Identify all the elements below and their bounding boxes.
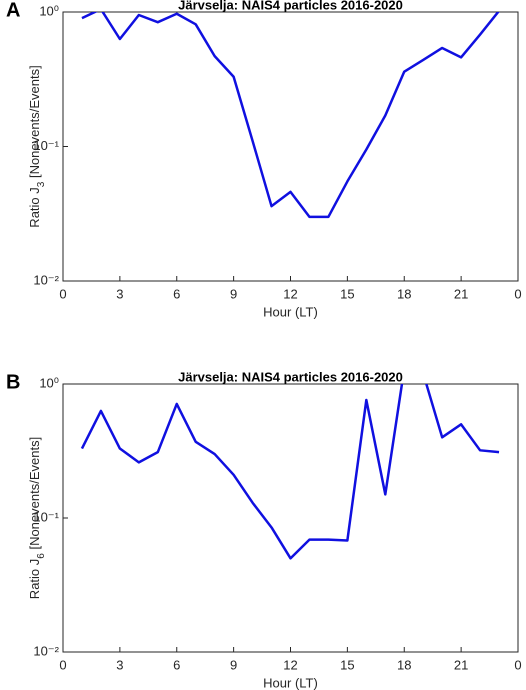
chart-title: Järvselja: NAIS4 particles 2016-2020 (178, 369, 403, 384)
x-tick-label: 15 (340, 657, 354, 672)
x-tick-label: 0 (514, 657, 521, 672)
y-axis-label-part: Ratio J (27, 559, 42, 599)
x-tick-label: 0 (59, 657, 66, 672)
y-axis-label-part: 6 (36, 553, 47, 559)
y-tick-label: 10⁻¹ (33, 509, 59, 524)
x-tick-label: 12 (283, 286, 297, 301)
panel: B Järvselja: NAIS4 particles 2016-2020 0 3 6… (6, 369, 522, 690)
x-axis-label: Hour (LT) (263, 304, 318, 319)
x-tick-label: 18 (397, 657, 411, 672)
x-tick-label: 0 (59, 286, 66, 301)
data-line (80, 384, 500, 560)
x-tick-label: 21 (454, 286, 468, 301)
y-tick-label: 10⁰ (39, 375, 59, 390)
panel-label: B (6, 371, 20, 393)
data-line (81, 12, 500, 219)
panel-label: A (6, 0, 20, 21)
x-tick-label: 0 (514, 286, 521, 301)
x-tick-label: 6 (173, 657, 180, 672)
x-tick-label: 3 (116, 657, 123, 672)
panel: A Järvselja: NAIS4 particles 2016-2020 0 3 6… (6, 0, 522, 319)
x-tick-label: 12 (283, 657, 297, 672)
x-tick-label: 21 (454, 657, 468, 672)
y-axis-label-part: Ratio J (27, 187, 42, 227)
y-tick-label: 10⁻² (33, 643, 59, 658)
y-axis-label-part: 3 (36, 181, 47, 187)
y-axis-label: Ratio J6 [Nonevents/Events] (27, 437, 47, 599)
chart-title: Järvselja: NAIS4 particles 2016-2020 (178, 0, 403, 12)
plot-area (62, 383, 519, 653)
x-tick-label: 6 (173, 286, 180, 301)
y-axis-label-part: [Nonevents/Events] (27, 437, 42, 553)
x-tick-label: 9 (230, 657, 237, 672)
x-tick-label: 3 (116, 286, 123, 301)
y-tick-label: 10⁻¹ (33, 138, 59, 153)
plot-area (62, 11, 519, 282)
y-tick-label: 10⁻² (33, 272, 59, 287)
y-tick-label: 10⁰ (39, 3, 59, 18)
y-axis-label: Ratio J3 [Nonevents/Events] (27, 65, 47, 227)
x-tick-label: 18 (397, 286, 411, 301)
x-axis-label: Hour (LT) (263, 675, 318, 690)
x-tick-label: 9 (230, 286, 237, 301)
y-axis-label-part: [Nonevents/Events] (27, 65, 42, 181)
x-tick-label: 15 (340, 286, 354, 301)
